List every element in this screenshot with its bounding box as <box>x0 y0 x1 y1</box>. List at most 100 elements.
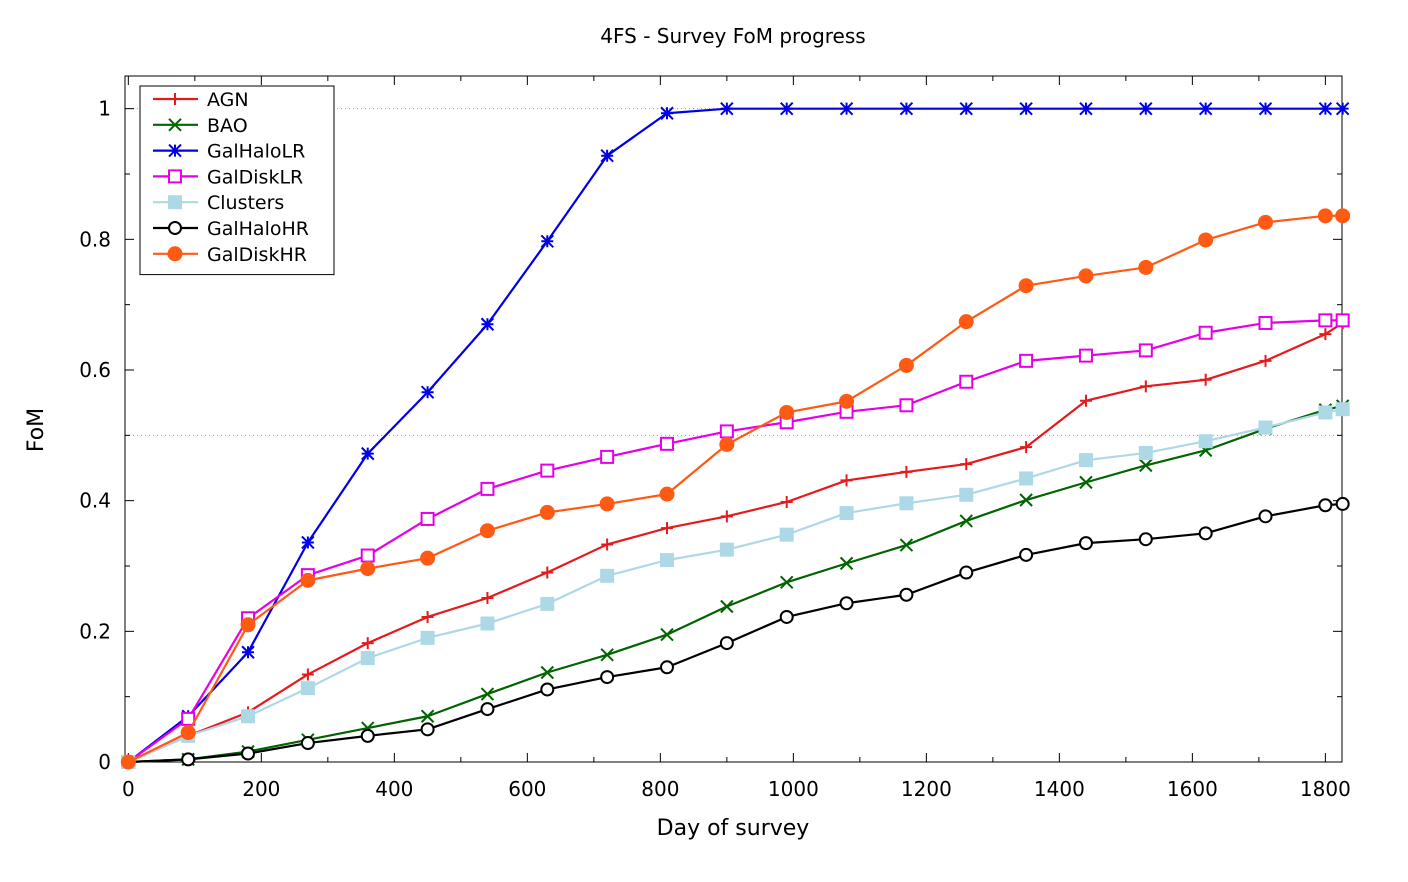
data-point-galdisklr <box>1138 343 1153 358</box>
data-point-galhalolr <box>959 101 973 116</box>
series-line-agn <box>127 322 1344 764</box>
legend-swatch-marker <box>168 169 182 184</box>
data-point-galhalohr <box>600 670 615 685</box>
series-layer <box>120 101 1351 770</box>
y-tick-label: 0.2 <box>79 619 111 643</box>
data-point-galhalolr <box>361 446 375 461</box>
data-point-galhalolr <box>779 101 794 116</box>
chart-title: 4FS - Survey FoM progress <box>600 24 865 48</box>
data-point-agn <box>361 637 374 650</box>
data-point-galhalohr <box>540 682 555 697</box>
legend-item-galdisklr: GalDiskLR <box>153 166 303 188</box>
data-point-bao <box>1139 458 1153 473</box>
data-point-clusters <box>1078 453 1093 468</box>
data-point-agn <box>1319 328 1332 341</box>
data-point-galdisklr <box>1258 315 1273 330</box>
data-point-agn <box>1259 354 1272 367</box>
data-point-galdisklr <box>1019 353 1034 368</box>
data-point-galdiskhr <box>599 496 615 512</box>
series-line-galdisklr <box>127 319 1343 763</box>
data-point-clusters <box>241 709 256 724</box>
data-point-bao <box>420 709 435 723</box>
data-point-galdisklr <box>480 481 495 496</box>
data-point-agn <box>421 610 434 623</box>
x-tick-label: 400 <box>375 777 413 801</box>
data-point-galdiskhr <box>719 436 735 452</box>
x-tick-label: 1000 <box>768 777 819 801</box>
y-tick-label: 0 <box>98 750 111 774</box>
data-point-galdisklr <box>600 449 615 464</box>
data-point-galdiskhr <box>898 357 914 373</box>
data-point-galhalolr <box>301 535 315 550</box>
data-point-agn <box>1079 394 1092 407</box>
series-clusters <box>121 402 1350 769</box>
x-tick-label: 1400 <box>1034 777 1085 801</box>
data-point-clusters <box>779 527 794 542</box>
x-axis-title: Day of survey <box>657 816 810 841</box>
data-point-galdiskhr <box>1138 259 1154 275</box>
data-point-galhalohr <box>241 746 256 761</box>
data-point-bao <box>1019 493 1033 507</box>
data-point-galdiskhr <box>839 393 855 409</box>
data-point-agn <box>660 522 673 535</box>
data-point-galdiskhr <box>360 561 376 577</box>
series-line-galhalohr <box>128 502 1343 764</box>
data-point-galdiskhr <box>240 617 256 633</box>
data-point-galhalolr <box>720 101 734 116</box>
data-point-bao <box>779 575 794 590</box>
legend-item-agn: AGN <box>153 89 249 111</box>
data-point-galhalohr <box>1198 526 1213 541</box>
x-tick-label: 1600 <box>1167 777 1218 801</box>
legend-swatch-marker <box>168 221 182 235</box>
series-galdisklr <box>121 313 1350 769</box>
legend-item-galhalohr: GalHaloHR <box>153 218 309 240</box>
data-point-clusters <box>839 506 854 521</box>
data-point-clusters <box>899 496 914 511</box>
legend-label: Clusters <box>207 192 284 214</box>
data-point-galdisklr <box>540 463 555 478</box>
data-point-clusters <box>659 553 674 568</box>
data-point-bao <box>899 538 914 552</box>
data-point-agn <box>840 474 853 487</box>
data-point-clusters <box>1335 402 1350 417</box>
data-point-galdisklr <box>1078 348 1093 363</box>
series-galdiskhr <box>120 208 1351 770</box>
legend-item-galhalolr: GalHaloLR <box>153 141 305 163</box>
data-point-clusters <box>1138 445 1153 460</box>
data-point-agn <box>301 668 314 681</box>
data-point-galhalolr <box>1019 101 1033 116</box>
data-point-agn <box>900 465 913 478</box>
data-point-clusters <box>1258 420 1273 435</box>
data-point-galdiskhr <box>1078 268 1094 284</box>
x-tick-label: 600 <box>508 777 546 801</box>
data-point-agn <box>481 592 494 605</box>
series-galhalohr <box>121 496 1350 769</box>
data-point-agn <box>1139 380 1152 393</box>
data-point-galhalohr <box>959 565 974 580</box>
data-point-galhalolr <box>480 317 495 331</box>
data-point-galhalolr <box>899 101 914 116</box>
series-line-galdiskhr <box>127 214 1343 763</box>
x-tick-label: 800 <box>641 777 679 801</box>
data-point-clusters <box>1019 471 1034 486</box>
data-point-galdiskhr <box>539 504 555 520</box>
data-point-galdiskhr <box>420 550 436 566</box>
data-point-agn <box>720 510 733 523</box>
legend-swatch-marker <box>168 195 182 210</box>
data-point-galhalolr <box>1079 101 1093 116</box>
data-point-galdisklr <box>1318 313 1333 328</box>
data-point-galhalolr <box>839 101 854 116</box>
data-point-galhalohr <box>480 702 495 717</box>
data-point-galdisklr <box>1335 313 1350 328</box>
data-point-galhalohr <box>899 587 914 602</box>
legend-swatch-marker <box>169 93 181 105</box>
y-tick-label: 0.6 <box>79 358 111 382</box>
data-point-galdiskhr <box>958 314 974 330</box>
x-tick-label: 200 <box>242 777 280 801</box>
data-point-clusters <box>480 616 495 631</box>
data-point-clusters <box>1318 405 1333 420</box>
legend-swatch-marker <box>167 246 183 262</box>
legend-item-bao: BAO <box>153 115 248 137</box>
legend-label: GalDiskHR <box>207 244 307 266</box>
